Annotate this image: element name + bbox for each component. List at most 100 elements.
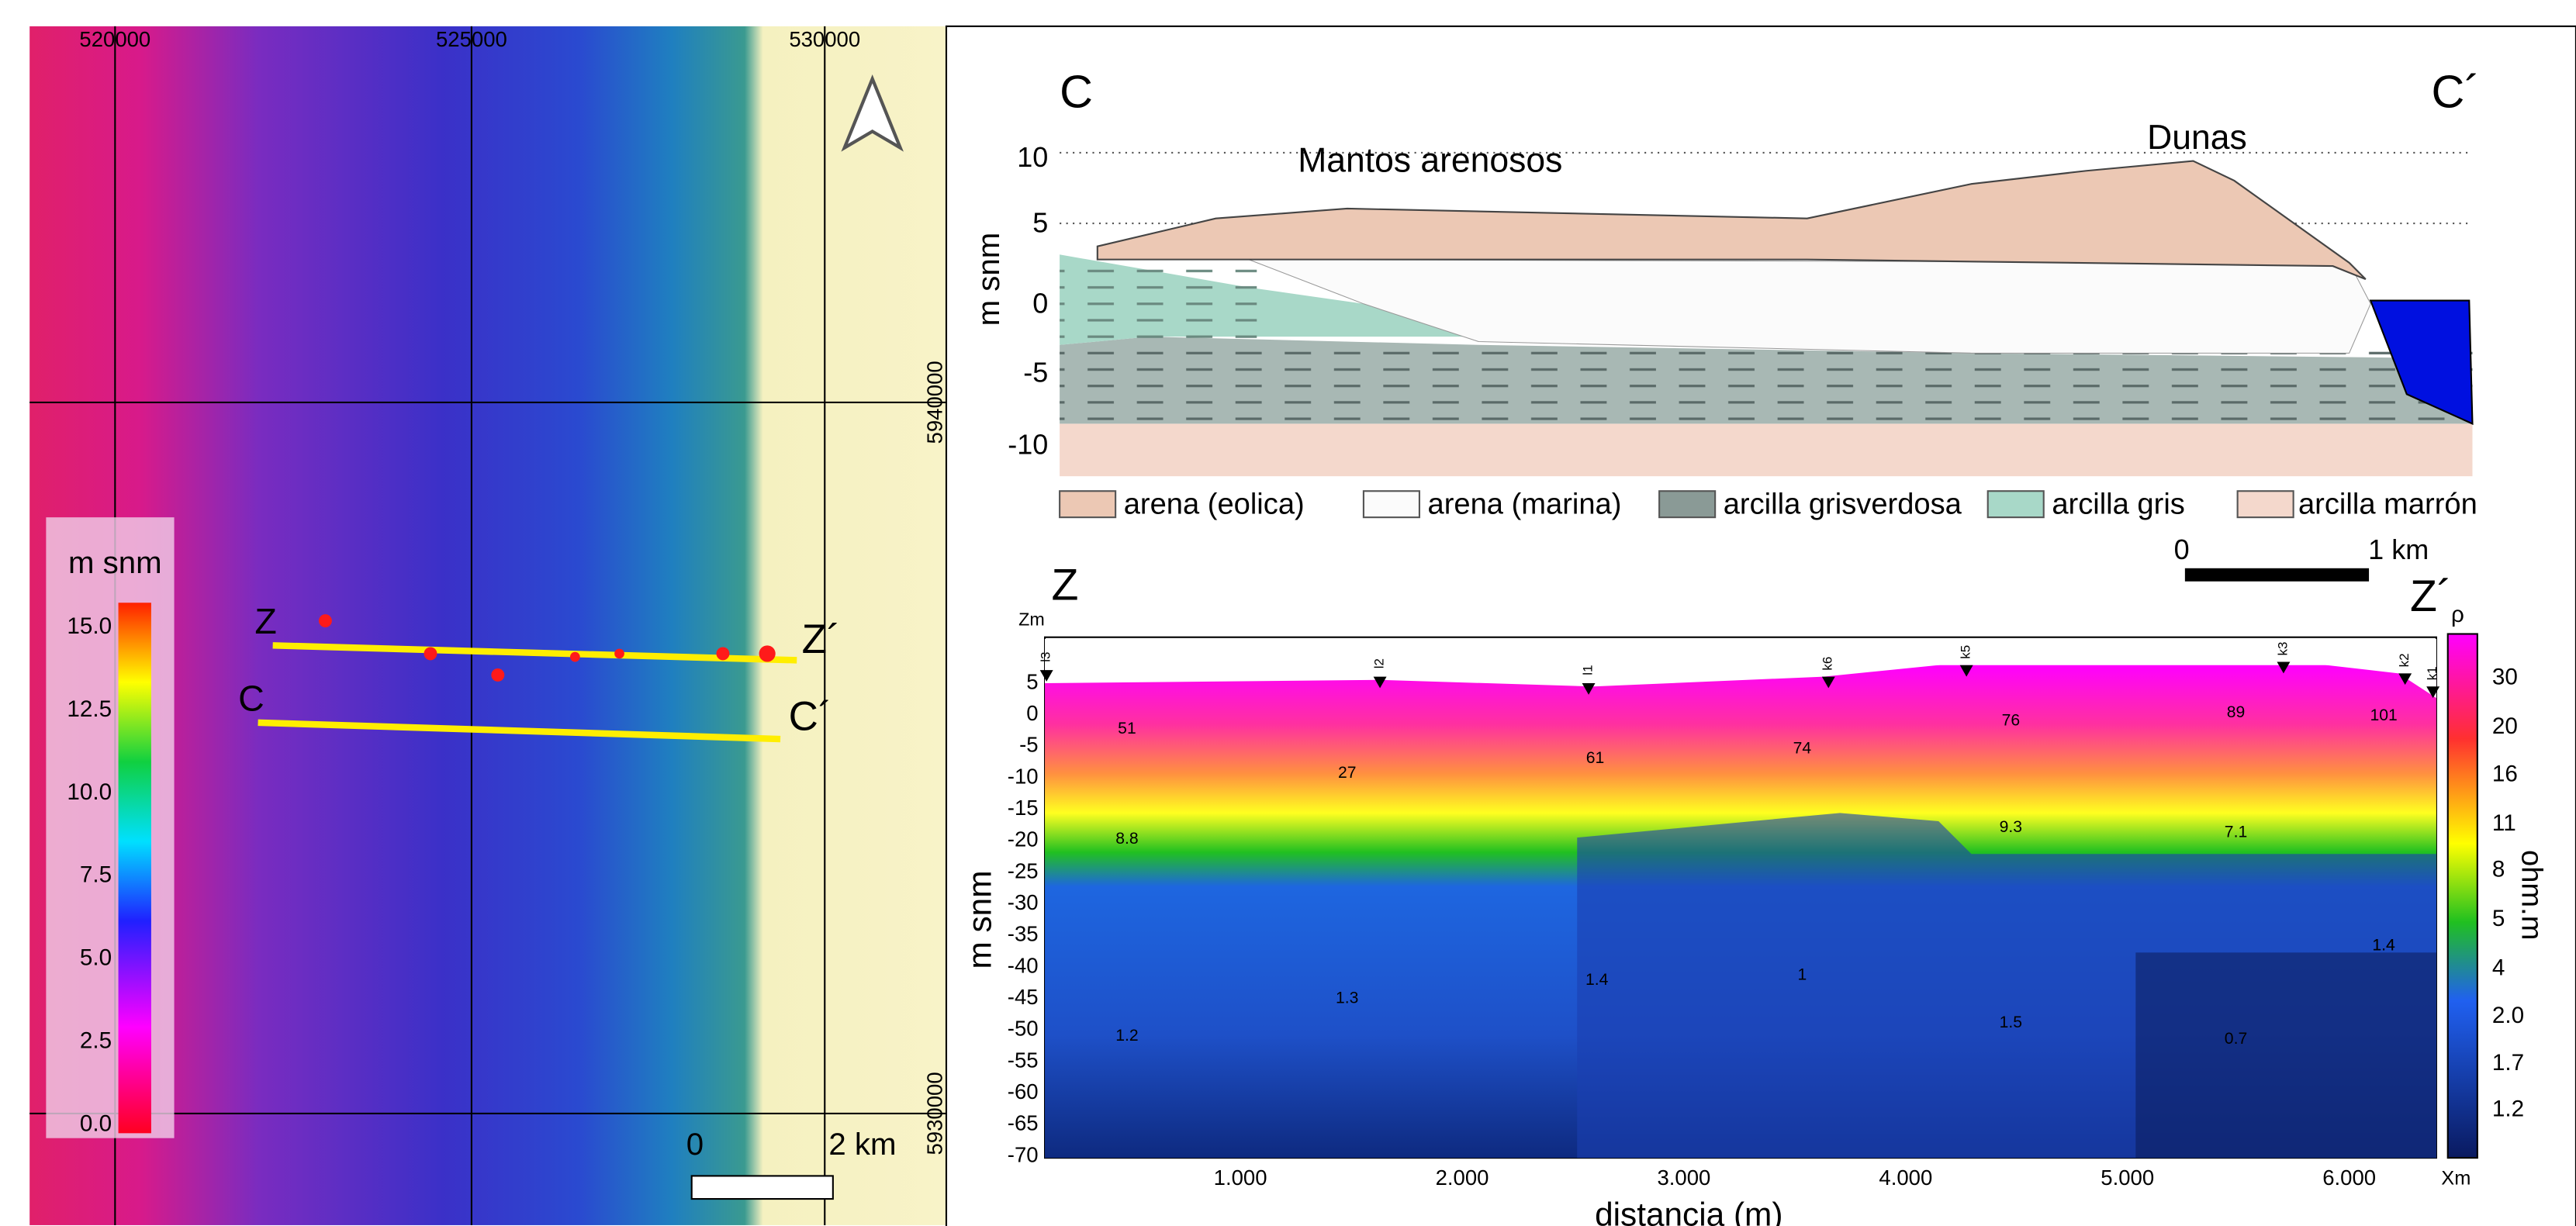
- x-label: 525000: [436, 27, 507, 51]
- profile-label: Z´: [2410, 572, 2452, 621]
- sea: [2369, 299, 2474, 426]
- y-tick-label: -20: [1008, 827, 1039, 851]
- legend-label: arcilla grisverdosa: [1724, 487, 1962, 520]
- electrode-label: l1: [1581, 665, 1596, 675]
- y-tick-label: -25: [1008, 858, 1039, 882]
- value-label: 7.1: [2225, 823, 2247, 841]
- axis-title: m snm: [971, 233, 1006, 326]
- electrode: [1582, 683, 1596, 695]
- profile-line: [272, 642, 797, 664]
- value-label: 1.5: [2000, 1014, 2022, 1031]
- axis-unit: Zm: [1018, 610, 1045, 630]
- scale-label: 0: [2174, 534, 2190, 565]
- layer-pattern: [1060, 262, 1257, 345]
- scale-bar: [690, 1175, 834, 1200]
- electrode-label: k5: [1959, 645, 1973, 659]
- profile-label: C: [238, 679, 265, 719]
- profile-label: C´: [789, 694, 832, 740]
- legend-tick: 7.5: [80, 862, 112, 888]
- sample-points: [318, 614, 776, 682]
- value-label: 1.4: [1585, 971, 1609, 989]
- y-tick-label: -35: [1008, 922, 1039, 946]
- x-tick-label: 3.000: [1657, 1166, 1710, 1190]
- y-label: 5940000: [923, 361, 947, 444]
- axis-title: distancia (m): [1595, 1197, 1782, 1226]
- electrode-label: k6: [1820, 657, 1835, 671]
- colorbar-label: ohm.m: [2515, 850, 2549, 940]
- annotation: Dunas: [2147, 119, 2247, 157]
- y-tick-label: -10: [1008, 429, 1048, 461]
- y-tick-label: -30: [1008, 890, 1039, 914]
- profile-label: Z: [1052, 560, 1079, 610]
- scale-bar: [2184, 568, 2370, 582]
- electrode: [2426, 686, 2440, 699]
- electrode: [2398, 673, 2412, 686]
- legend-label: arcilla gris: [2052, 487, 2185, 520]
- section-label: C´: [2432, 66, 2481, 118]
- legend-colorbar: [118, 603, 151, 1134]
- layer-pattern: [1060, 344, 2473, 424]
- electrode-label: k3: [2275, 642, 2290, 656]
- electrode-label: k2: [2397, 653, 2412, 667]
- colorbar-tick: 1.7: [2492, 1050, 2524, 1076]
- legend-tick: 12.5: [67, 696, 112, 722]
- scale-label: 2 km: [828, 1127, 896, 1162]
- y-tick-label: -5: [1019, 733, 1038, 757]
- resistivity-low: [2135, 952, 2436, 1159]
- electrode-label: l3: [1039, 652, 1053, 662]
- colorbar-tick: 20: [2492, 713, 2518, 739]
- y-label: 5930000: [923, 1072, 947, 1155]
- value-label: 1.3: [1336, 989, 1358, 1007]
- electrode: [1039, 670, 1053, 682]
- axis-title: m snm: [962, 870, 998, 969]
- y-tick-label: 10: [1017, 141, 1048, 173]
- y-tick-label: -55: [1008, 1048, 1039, 1072]
- value-label: 27: [1338, 764, 1357, 782]
- layer-arena-eolica: [1096, 160, 2367, 281]
- value-label: 1.2: [1115, 1027, 1138, 1045]
- colorbar-tick: 8: [2492, 856, 2505, 882]
- y-tick-label: -15: [1008, 796, 1039, 820]
- section-label: C: [1060, 66, 1093, 118]
- legend-tick: 10.0: [67, 779, 112, 805]
- electrode-label: k1: [2425, 666, 2439, 680]
- y-tick-label: 5: [1032, 207, 1048, 239]
- legend-label: arena (eolica): [1124, 487, 1305, 520]
- y-tick-label: -60: [1008, 1079, 1039, 1103]
- electrode: [2277, 661, 2291, 674]
- x-label: 530000: [789, 27, 860, 51]
- electrode: [1821, 676, 1835, 689]
- value-label: 1: [1798, 966, 1807, 984]
- x-label: 520000: [79, 27, 150, 51]
- topography-mask: [1045, 638, 2436, 699]
- y-tick-label: -40: [1008, 953, 1039, 977]
- x-tick-label: 5.000: [2101, 1166, 2154, 1190]
- legend-label: arcilla marrón: [2298, 487, 2477, 520]
- colorbar-tick: 4: [2492, 955, 2505, 980]
- scale-label: 1 km: [2368, 534, 2429, 565]
- value-label: 1.4: [2372, 936, 2395, 954]
- value-label: 61: [1586, 749, 1605, 767]
- value-label: 76: [2002, 711, 2021, 729]
- y-tick-label: -70: [1008, 1142, 1039, 1166]
- value-label: 101: [2370, 706, 2397, 724]
- annotation: Mantos arenosos: [1298, 141, 1562, 179]
- electrode: [1373, 676, 1387, 689]
- y-tick-label: -50: [1008, 1017, 1039, 1041]
- profile-label: Z´: [802, 616, 841, 662]
- electrode-label: l2: [1372, 658, 1387, 668]
- value-label: 9.3: [2000, 818, 2022, 836]
- profile-line: [258, 719, 781, 743]
- colorbar-tick: 2.0: [2492, 1003, 2524, 1028]
- electrode: [1959, 665, 1973, 677]
- legend-tick: 0.0: [80, 1111, 112, 1137]
- x-tick-label: 4.000: [1879, 1166, 1932, 1190]
- x-tick-label: 1.000: [1214, 1166, 1267, 1190]
- value-label: 89: [2227, 703, 2246, 721]
- value-label: 1.4: [2372, 936, 2395, 954]
- x-tick-label: 2.000: [1436, 1166, 1489, 1190]
- colorbar-tick: 5: [2492, 906, 2505, 931]
- value-label: 51: [1118, 720, 1136, 737]
- y-tick-label: -45: [1008, 985, 1039, 1009]
